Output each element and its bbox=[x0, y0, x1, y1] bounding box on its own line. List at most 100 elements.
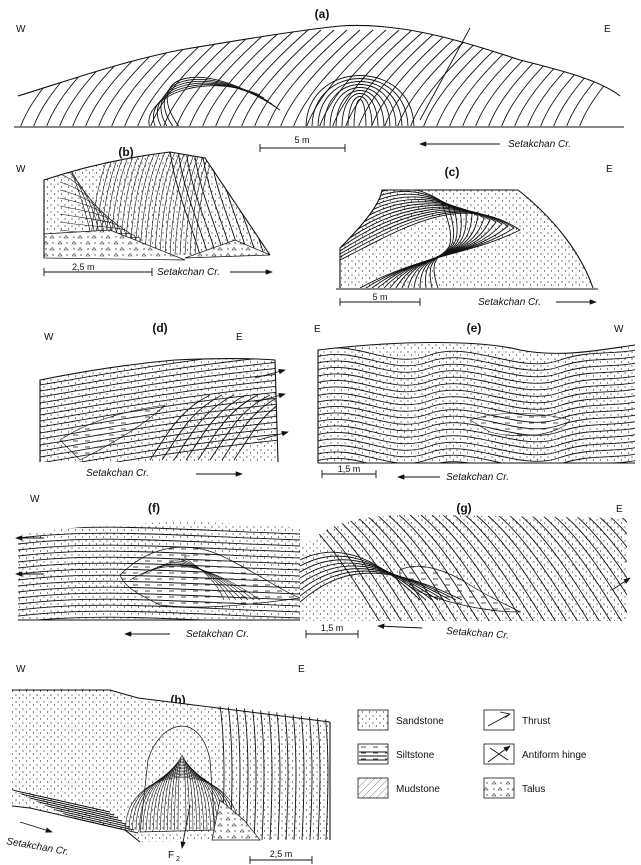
panel-g-scale-label: 1,5 m bbox=[321, 623, 344, 633]
stratum-line bbox=[318, 425, 635, 443]
panel-g-east: E bbox=[616, 504, 623, 515]
stratum-line bbox=[136, 29, 218, 126]
panel-b-outline bbox=[43, 151, 271, 258]
stratum-line bbox=[300, 559, 433, 601]
panel-b-label: (b) bbox=[118, 145, 133, 159]
legend-mudstone-label: Mudstone bbox=[396, 784, 440, 795]
stratum-line bbox=[340, 205, 485, 288]
stratum-line bbox=[169, 152, 201, 256]
stratum-line bbox=[45, 29, 127, 126]
stratum-line bbox=[162, 29, 244, 126]
panel-a-creek: Setakchan Cr. bbox=[508, 139, 571, 150]
stratum-line bbox=[184, 152, 206, 256]
stratum-line bbox=[160, 762, 204, 831]
panel-e-east: E bbox=[314, 324, 321, 335]
stratum-line bbox=[193, 152, 225, 256]
stratum-line bbox=[169, 560, 237, 601]
legend: Sandstone Siltstone Mudstone Thrust Anti… bbox=[357, 709, 587, 799]
stratum-line bbox=[18, 592, 300, 601]
stratum-line bbox=[340, 190, 452, 288]
stratum-line bbox=[266, 29, 348, 126]
stratum-line bbox=[40, 385, 278, 422]
stratum-line bbox=[71, 29, 153, 126]
stratum-line bbox=[307, 704, 313, 840]
stratum-line bbox=[300, 555, 427, 601]
panel-g-label: (g) bbox=[456, 501, 471, 515]
stratum-line bbox=[305, 29, 387, 126]
stratum-line bbox=[318, 405, 635, 423]
panel-h-fold-label: F bbox=[168, 850, 174, 861]
stratum-line bbox=[18, 574, 300, 583]
stratum-line bbox=[299, 704, 305, 840]
stratum-line bbox=[19, 29, 101, 126]
stratum-line bbox=[318, 392, 635, 410]
stratum-line bbox=[343, 515, 425, 621]
stratum-line bbox=[300, 565, 445, 601]
stratum-line bbox=[12, 793, 119, 819]
stratum-line bbox=[18, 532, 300, 541]
panel-a: (a) W E 5 m Setakchan Cr. bbox=[14, 7, 624, 152]
panel-c-strata bbox=[340, 190, 521, 288]
legend-antiform-label: Antiform hinge bbox=[522, 750, 587, 761]
stratum-line bbox=[149, 766, 215, 831]
panel-a-west: W bbox=[16, 24, 26, 35]
stratum-line bbox=[340, 193, 458, 288]
stratum-line bbox=[40, 427, 278, 462]
panel-b-scale-label: 2,5 m bbox=[72, 262, 95, 272]
stratum-line bbox=[323, 84, 397, 126]
stratum-line bbox=[409, 515, 491, 621]
legend-sandstone-label: Sandstone bbox=[396, 716, 444, 727]
panel-d-outline bbox=[39, 357, 279, 463]
stratum-line bbox=[40, 358, 278, 392]
panel-f-west: W bbox=[30, 494, 40, 505]
stratum-line bbox=[300, 568, 451, 601]
stratum-line bbox=[275, 704, 281, 840]
stratum-line bbox=[318, 373, 635, 391]
stratum-line bbox=[18, 598, 300, 607]
stratum-line bbox=[317, 81, 403, 126]
stratum-line bbox=[323, 704, 329, 840]
stratum-line bbox=[159, 152, 181, 256]
stratum-line bbox=[149, 29, 231, 126]
stratum-line bbox=[464, 515, 546, 621]
stratum-line bbox=[209, 394, 271, 461]
stratum-line bbox=[129, 565, 261, 601]
panel-c: (c) E 5 m Setakchan Cr. bbox=[336, 164, 613, 308]
stratum-line bbox=[12, 791, 115, 816]
stratum-line bbox=[300, 572, 463, 603]
stratum-line bbox=[318, 438, 635, 456]
panel-b: (b) W 2,5 m Setakchan Cr. bbox=[16, 145, 273, 278]
panel-a-strata bbox=[19, 29, 620, 126]
stratum-line bbox=[174, 152, 196, 256]
panel-d: (d) W E Setakchan Cr. bbox=[39, 321, 289, 479]
legend-talus-swatch bbox=[483, 777, 515, 799]
stratum-line bbox=[541, 515, 623, 621]
stratum-line bbox=[214, 29, 296, 126]
panel-d-east: E bbox=[236, 332, 243, 343]
panel-c-sandstone bbox=[340, 190, 593, 288]
panel-d-creek: Setakchan Cr. bbox=[86, 468, 149, 479]
stratum-line bbox=[574, 515, 627, 621]
stratum-line bbox=[585, 515, 627, 621]
stratum-line bbox=[370, 29, 452, 126]
stratum-line bbox=[139, 152, 161, 256]
stratum-line bbox=[335, 90, 385, 126]
stratum-line bbox=[267, 704, 273, 840]
stratum-line bbox=[318, 347, 635, 365]
stratum-line bbox=[318, 399, 635, 417]
panel-g-siltstone bbox=[399, 566, 522, 613]
stratum-line bbox=[18, 586, 300, 595]
stratum-line bbox=[318, 431, 635, 449]
stratum-line bbox=[40, 439, 278, 462]
stratum-line bbox=[341, 93, 379, 126]
stratum-line bbox=[461, 29, 543, 126]
stratum-line bbox=[279, 29, 361, 126]
panel-e-scale-label: 1,5 m bbox=[338, 464, 361, 474]
stratum-line bbox=[340, 191, 454, 288]
stratum-line bbox=[497, 515, 579, 621]
panel-e-west: W bbox=[614, 324, 624, 335]
stratum-line bbox=[340, 199, 467, 288]
panel-c-outline bbox=[339, 189, 594, 289]
panel-e-creek: Setakchan Cr. bbox=[446, 472, 509, 483]
panel-h-west: W bbox=[16, 664, 26, 675]
